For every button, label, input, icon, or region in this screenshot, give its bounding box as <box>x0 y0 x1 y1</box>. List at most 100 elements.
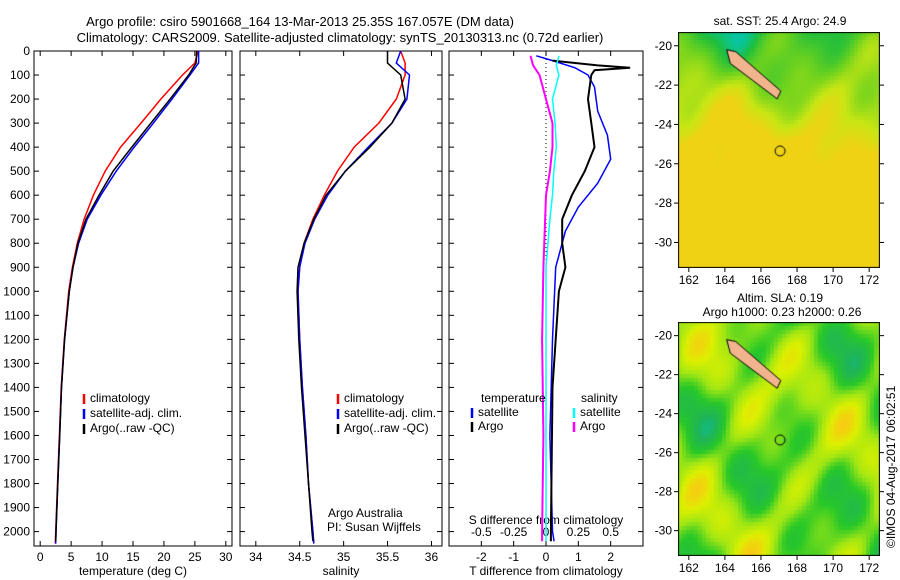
x-tick-label: -2 <box>476 550 487 564</box>
map-x-tick-label: 162 <box>679 273 699 287</box>
legend-label: satellite-adj. clim. <box>344 406 436 420</box>
title-line-1: Argo profile: csiro 5901668_164 13-Mar-2… <box>86 14 514 29</box>
series-line-argo-raw-qc- <box>296 51 406 542</box>
legend-label: Argo <box>580 419 606 433</box>
x-axis-label: temperature (deg C) <box>79 564 187 578</box>
title-line-2: Climatology: CARS2009. Satellite-adjuste… <box>77 30 604 45</box>
map-x-tick-label: 166 <box>751 273 771 287</box>
annotation-line-2: PI: Susan Wijffels <box>327 520 421 534</box>
sst-map-title: sat. SST: 25.4 Argo: 24.9 <box>714 14 847 28</box>
x-tick-label: 34 <box>249 550 263 564</box>
x-tick-label: 35 <box>337 550 351 564</box>
map-x-tick-label: 164 <box>715 273 735 287</box>
series-line-satellite-adj-clim- <box>297 50 411 544</box>
x2-tick-label: 0.25 <box>567 525 591 539</box>
series-line-climatology <box>297 50 406 544</box>
legend-label: Argo(..raw -QC) <box>90 421 175 435</box>
y-tick-label: 700 <box>10 212 30 226</box>
map-y-tick-label: -26 <box>655 157 673 171</box>
map-x-tick-label: 170 <box>823 273 843 287</box>
series-line-t-argo <box>549 59 631 542</box>
y-tick-label: 2000 <box>3 525 30 539</box>
map-y-tick-label: -26 <box>655 446 673 460</box>
x-tick-label: 25 <box>188 550 202 564</box>
map-x-tick-label: 168 <box>787 561 807 575</box>
x2-tick-label: -0.25 <box>500 525 528 539</box>
y-tick-label: 1000 <box>3 284 30 298</box>
map-x-tick-label: 162 <box>679 561 699 575</box>
y-tick-label: 1400 <box>3 380 30 394</box>
y-tick-label: 500 <box>10 164 30 178</box>
legend-title: salinity <box>581 391 618 405</box>
x-tick-label: 20 <box>157 550 171 564</box>
map-x-tick-label: 164 <box>715 561 735 575</box>
map-y-tick-label: -30 <box>655 524 673 538</box>
series-line-s-satellite <box>545 55 560 542</box>
legend-label: climatology <box>344 391 404 405</box>
y-tick-label: 300 <box>10 116 30 130</box>
map-y-tick-label: -20 <box>655 39 673 53</box>
x-tick-label: 30 <box>219 550 233 564</box>
x-tick-label: 2 <box>607 550 614 564</box>
map-y-tick-label: -30 <box>655 235 673 249</box>
x-tick-label: -1 <box>508 550 519 564</box>
legend-label: satellite <box>580 405 621 419</box>
map-y-tick-label: -20 <box>655 329 673 343</box>
plot-frame-temp <box>33 50 233 547</box>
x-tick-label: 15 <box>126 550 140 564</box>
y-tick-label: 400 <box>10 140 30 154</box>
y-tick-label: 1700 <box>3 452 30 466</box>
y-tick-label: 600 <box>10 188 30 202</box>
x-tick-label: 5 <box>68 550 75 564</box>
map-x-tick-label: 172 <box>859 273 879 287</box>
legend-label: satellite-adj. clim. <box>90 406 182 420</box>
plot-frame-sal <box>239 50 443 547</box>
map-y-tick-label: -22 <box>655 78 673 92</box>
sst-map <box>678 32 880 268</box>
series-line-argo-raw-qc- <box>54 50 198 542</box>
map-y-tick-label: -22 <box>655 368 673 382</box>
y-tick-label: 1500 <box>3 404 30 418</box>
legend-label: satellite <box>478 405 519 419</box>
sla-map-title-2: Argo h1000: 0.23 h2000: 0.26 <box>703 305 862 319</box>
x2-tick-label: -0.5 <box>471 525 492 539</box>
annotation-line-1: Argo Australia <box>328 506 403 520</box>
series-line-climatology <box>54 50 199 544</box>
map-x-tick-label: 168 <box>787 273 807 287</box>
sla-map <box>678 322 880 556</box>
map-y-tick-label: -24 <box>655 407 673 421</box>
y-tick-label: 100 <box>10 68 30 82</box>
legend-label: Argo <box>478 419 504 433</box>
x-tick-label: 36 <box>425 550 439 564</box>
y-tick-label: 1600 <box>3 428 30 442</box>
y-tick-label: 1100 <box>4 308 30 322</box>
y-tick-label: 1200 <box>3 332 30 346</box>
map-y-tick-label: -28 <box>655 196 673 210</box>
series-line-s-argo <box>529 55 554 542</box>
x-tick-label: 0 <box>543 550 550 564</box>
map-y-tick-label: -28 <box>655 485 673 499</box>
y-tick-label: 1900 <box>3 501 30 515</box>
legend-title: temperature <box>481 391 546 405</box>
x-tick-label: 1 <box>575 550 582 564</box>
map-x-tick-label: 166 <box>751 561 771 575</box>
legend-label: climatology <box>90 391 150 405</box>
sla-map-title-1: Altim. SLA: 0.19 <box>737 291 823 305</box>
y-tick-label: 800 <box>10 236 30 250</box>
x-tick-label: 35.5 <box>376 550 400 564</box>
series-line-t-satellite <box>536 55 612 542</box>
footer-timestamp: ©IMOS 04-Aug-2017 06:02:51 <box>884 385 898 548</box>
x-tick-label: 10 <box>95 550 109 564</box>
x-tick-label: 0 <box>37 550 44 564</box>
y-tick-label: 200 <box>10 92 30 106</box>
map-x-tick-label: 172 <box>859 561 879 575</box>
y-tick-label: 900 <box>10 260 30 274</box>
map-y-tick-label: -24 <box>655 117 673 131</box>
y-tick-label: 1800 <box>3 477 30 491</box>
series-line-satellite-adj-clim- <box>54 51 200 544</box>
y-tick-label: 1300 <box>3 356 30 370</box>
y-tick-label: 0 <box>23 44 30 58</box>
x-tick-label: 34.5 <box>288 550 312 564</box>
map-x-tick-label: 170 <box>823 561 843 575</box>
